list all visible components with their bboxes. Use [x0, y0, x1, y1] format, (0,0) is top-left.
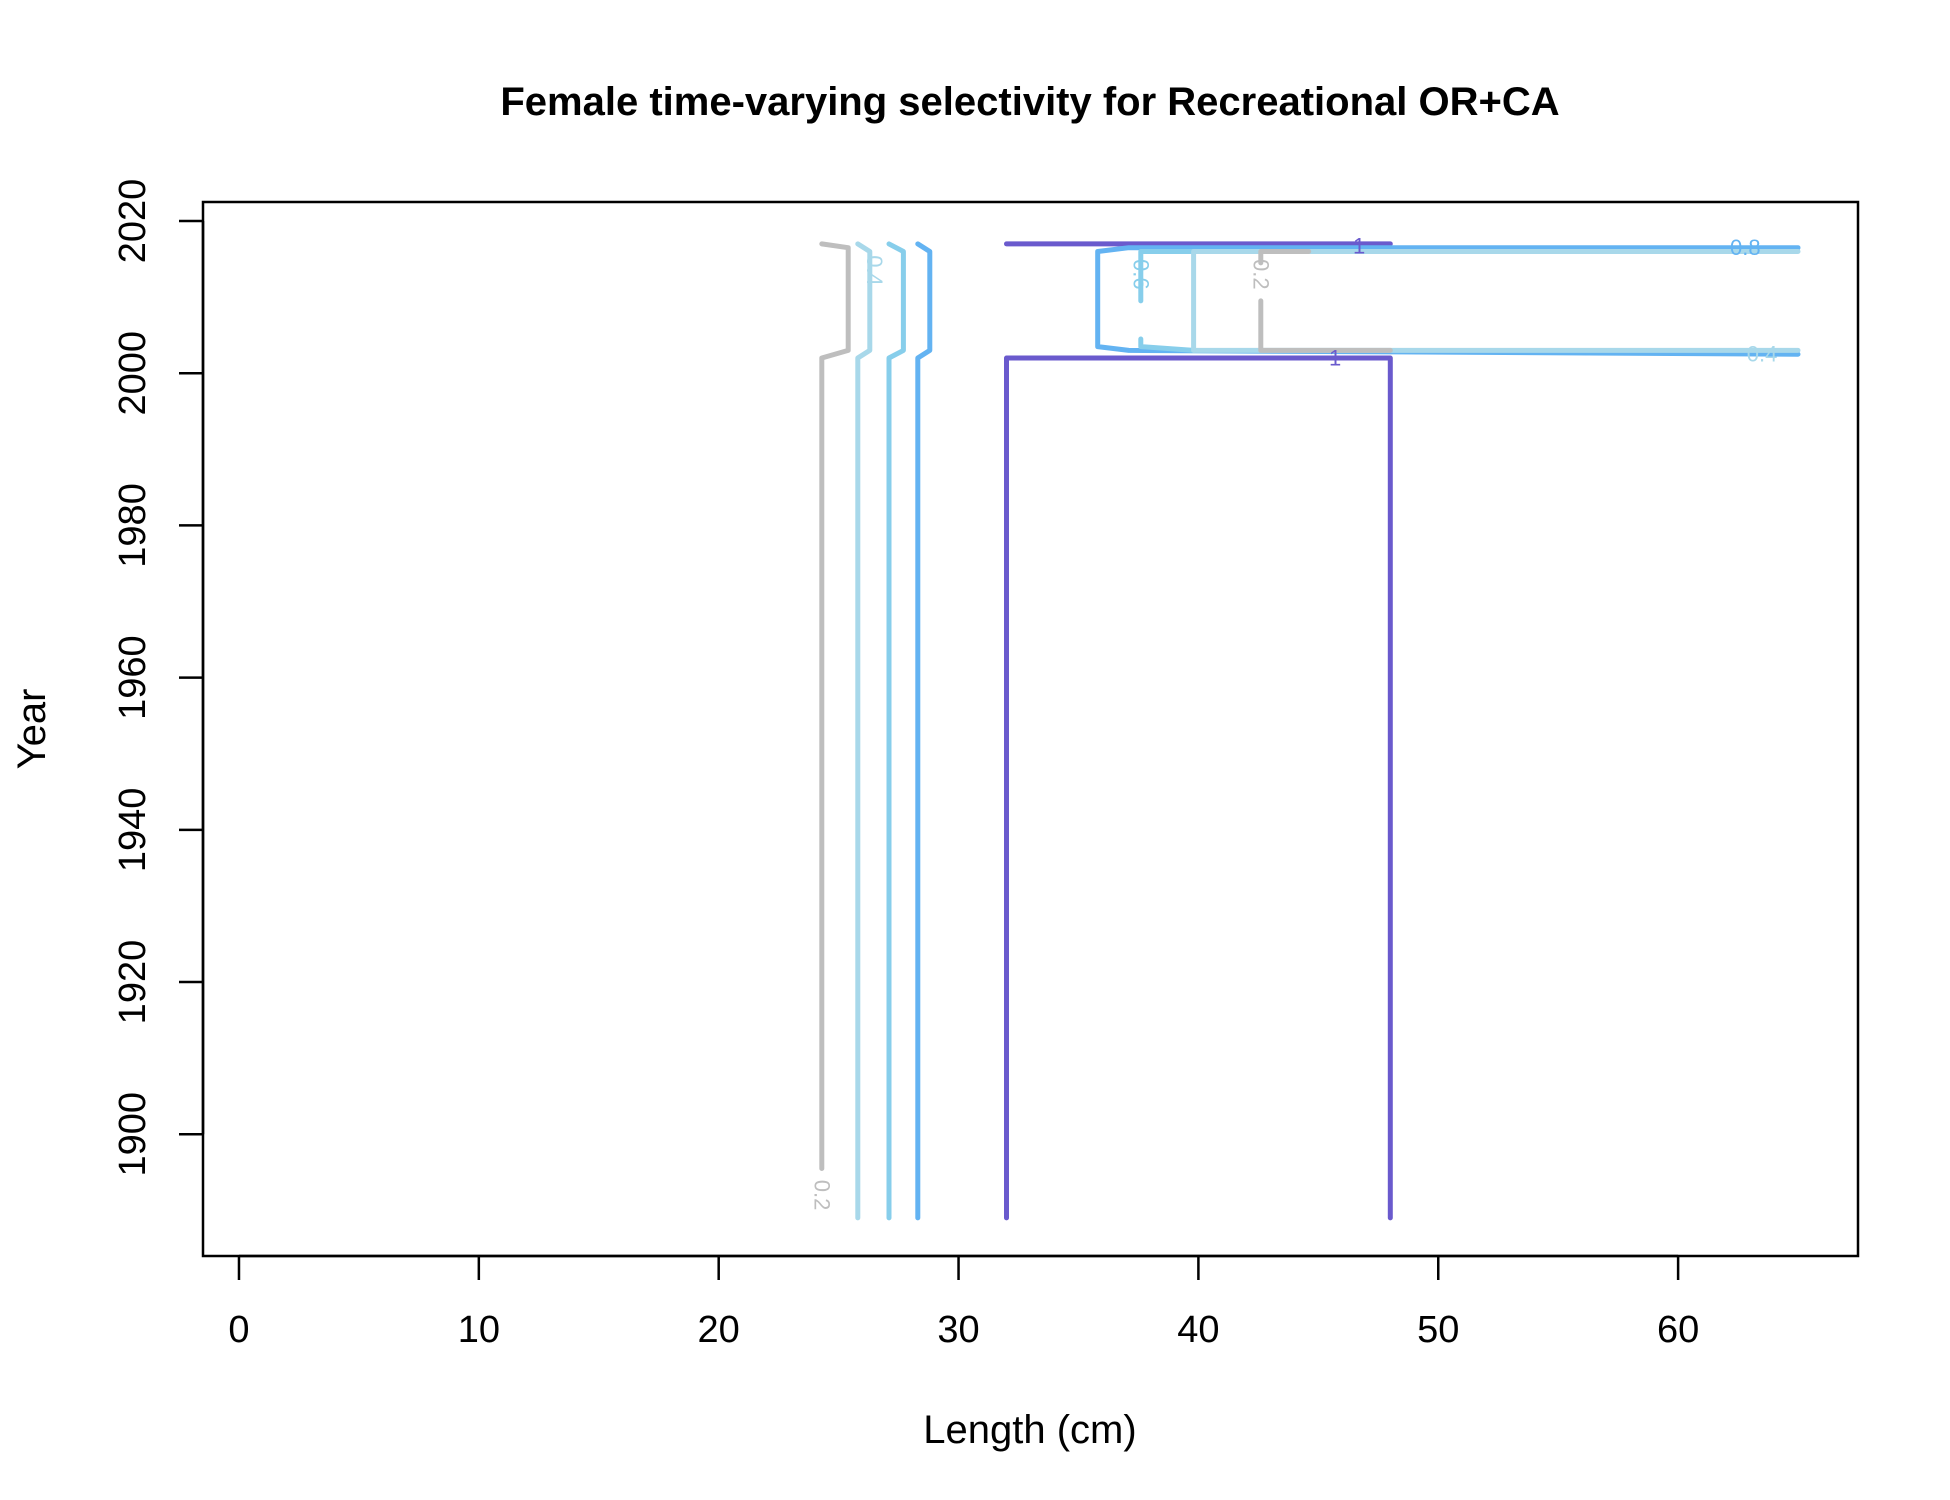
y-tick-label: 2020 — [112, 179, 154, 264]
contour-label: 0.6 — [1128, 259, 1153, 290]
contour-line-0-2 — [1258, 249, 1312, 266]
y-tick-label: 1940 — [112, 788, 154, 873]
contour-line-0-6 — [1138, 249, 1197, 304]
y-tick-label: 1960 — [112, 635, 154, 720]
x-tick-label: 60 — [1657, 1309, 1699, 1351]
y-tick-label: 2000 — [112, 331, 154, 416]
x-tick-label: 20 — [698, 1309, 740, 1351]
contour-line-1 — [1004, 355, 1393, 1221]
contour-line-0-8 — [1095, 245, 1801, 357]
contour-line-0-4 — [855, 241, 873, 1221]
contour-label: 0.4 — [862, 255, 887, 286]
contour-label: 1 — [1329, 346, 1341, 371]
contour-line-0-2 — [819, 241, 851, 1171]
chart-title: Female time-varying selectivity for Recr… — [500, 80, 1559, 124]
contour-label: 1 — [1353, 234, 1365, 259]
contour-label: 0.2 — [1248, 259, 1273, 290]
x-tick-label: 10 — [458, 1309, 500, 1351]
y-tick-label: 1920 — [112, 940, 154, 1025]
contour-lines — [819, 241, 1801, 1221]
y-tick-label: 1900 — [112, 1092, 154, 1177]
x-tick-label: 40 — [1177, 1309, 1219, 1351]
contour-label: 0.2 — [809, 1180, 834, 1211]
contour-labels: 0.2 0.4 0.6 0.2 1 1 0.8 0.4 — [809, 234, 1777, 1211]
x-tick-label: 0 — [228, 1309, 249, 1351]
x-axis: 0 10 20 30 40 50 60 — [228, 1254, 1699, 1351]
contour-line-0-8 — [915, 241, 933, 1221]
y-axis-label: Year — [10, 689, 54, 770]
contour-line-0-6 — [1138, 336, 1197, 353]
contour-label: 0.4 — [1747, 342, 1778, 367]
y-axis: 1900 1920 1940 1960 1980 2000 2020 — [112, 179, 205, 1177]
contour-line-0-4 — [1191, 249, 1801, 353]
x-tick-label: 50 — [1417, 1309, 1459, 1351]
contour-line-0-6 — [886, 241, 906, 1221]
x-tick-label: 30 — [937, 1309, 979, 1351]
x-axis-label: Length (cm) — [923, 1408, 1136, 1452]
contour-line-0-2 — [1258, 298, 1393, 353]
y-tick-label: 1980 — [112, 483, 154, 568]
contour-label: 0.8 — [1730, 235, 1761, 260]
